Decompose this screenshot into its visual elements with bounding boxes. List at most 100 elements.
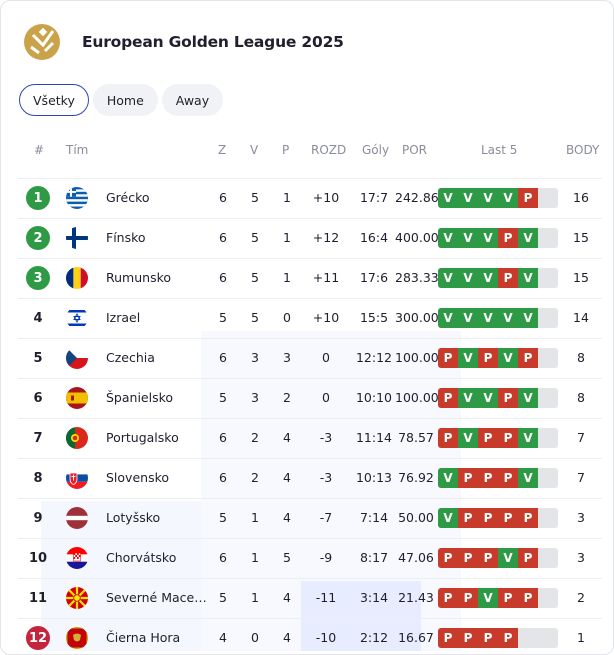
table-row[interactable]: 8 Slovensko 6 2 4 -3 10:13 76.92 7 V P P P V [18,458,602,498]
win-badge: V [438,508,458,528]
cell-v: 1 [251,590,259,605]
loss-badge: P [518,508,538,528]
cell-z: 5 [219,390,227,405]
cell-v: 5 [251,310,259,325]
win-badge: V [498,348,518,368]
cell-z: 6 [219,230,227,245]
cell-z: 6 [219,470,227,485]
volleyball-logo-icon [24,24,60,60]
win-badge: V [438,468,458,488]
cell-goly: 17:6 [359,270,389,285]
cell-v: 3 [251,390,259,405]
loss-badge: P [518,188,538,208]
cell-rozd: +10 [312,190,340,205]
cell-goly: 10:10 [355,390,393,405]
cell-rozd: 0 [322,350,330,365]
cell-z: 6 [219,270,227,285]
cell-p: 2 [283,390,291,405]
position-badge: 4 [33,310,43,326]
background-decoration [41,501,201,651]
israel-flag-icon [66,307,88,329]
col-wins: V [250,143,259,157]
loss-badge: P [478,428,498,448]
cell-por: 100.00 [395,350,439,365]
spain-flag-icon [66,387,88,409]
cell-rozd: +10 [312,310,340,325]
win-badge: V [458,428,478,448]
win-badge: V [498,188,518,208]
team-name[interactable]: Čierna Hora [106,630,181,645]
cell-por: 100.00 [395,390,439,405]
win-badge: V [478,308,498,328]
cell-v: 3 [251,350,259,365]
win-badge: V [458,348,478,368]
table-row[interactable]: 3 Rumunsko 6 5 1 +11 17:6 283.33 15 V V V P V [18,258,602,298]
cell-p: 1 [283,270,291,285]
team-name[interactable]: Španielsko [106,390,174,405]
table-row[interactable]: 4 Izrael 5 5 0 +10 15:5 300.00 14 V V V V V [18,298,602,338]
position-badge: 11 [28,590,48,606]
loss-badge: P [458,548,478,568]
table-row[interactable]: 1 Grécko 6 5 1 +10 17:7 242.86 16 V V V V P [18,178,602,218]
cell-rozd: -3 [319,430,333,445]
cell-body: 16 [573,190,589,205]
loss-badge: P [478,468,498,488]
cell-rozd: +11 [312,270,340,285]
cell-body: 3 [577,550,585,565]
loss-badge: P [458,468,478,488]
team-name[interactable]: Slovensko [106,470,170,485]
team-name[interactable]: Czechia [106,350,155,365]
cell-rozd: -9 [319,550,333,565]
table-row[interactable]: 2 Fínsko 6 5 1 +12 16:4 400.00 15 V V V P V [18,218,602,258]
cell-v: 2 [251,430,259,445]
table-row[interactable]: 6 Španielsko 5 3 2 0 10:10 100.00 8 P V V P V [18,378,602,418]
win-badge: V [458,228,478,248]
cell-p: 4 [283,470,291,485]
greece-flag-icon [66,187,88,209]
win-badge: V [458,268,478,288]
team-name[interactable]: Fínsko [106,230,146,245]
position-badge: 3 [26,266,50,290]
montenegro-flag-icon [66,627,88,649]
col-goals: Góly [362,143,390,157]
team-name[interactable]: Rumunsko [106,270,172,285]
team-name[interactable]: Grécko [106,190,150,205]
loss-badge: P [478,508,498,528]
team-name[interactable]: Portugalsko [106,430,179,445]
win-badge: V [438,188,458,208]
loss-badge: P [498,468,518,488]
team-name[interactable]: Izrael [106,310,141,325]
col-losses: P [282,143,290,157]
table-row[interactable]: 9 Lotyšsko 5 1 4 -7 7:14 50.00 3 V P P P P [18,498,602,538]
col-team: Tím [66,143,89,157]
table-row[interactable]: 5 Czechia 6 3 3 0 12:12 100.00 8 P V P V P [18,338,602,378]
team-name[interactable]: Lotyšsko [106,510,161,525]
win-badge: V [458,388,478,408]
team-name[interactable]: Severné Macedónsko [106,590,208,605]
table-row[interactable]: 10 Chorvátsko 6 1 5 -9 8:17 47.06 3 P P P V P [18,538,602,578]
table-row[interactable]: 12 Čierna Hora 4 0 4 -10 2:12 16.67 1 P P P P [18,618,602,654]
win-badge: V [478,388,498,408]
tab-all[interactable]: Všetky [19,84,89,116]
cell-p: 4 [283,510,291,525]
win-badge: V [518,468,538,488]
position-badge: 6 [33,390,43,406]
tab-home[interactable]: Home [92,84,158,116]
tab-away[interactable]: Away [161,84,224,116]
col-points: BODY [566,143,600,157]
team-name[interactable]: Chorvátsko [106,550,177,565]
table-row[interactable]: 7 Portugalsko 6 2 4 -3 11:14 78.57 7 P V P P V [18,418,602,458]
finland-flag-icon [66,227,88,249]
win-badge: V [478,188,498,208]
cell-v: 1 [251,510,259,525]
cell-z: 4 [219,630,227,645]
romania-flag-icon [66,267,88,289]
latvia-flag-icon [66,507,88,529]
